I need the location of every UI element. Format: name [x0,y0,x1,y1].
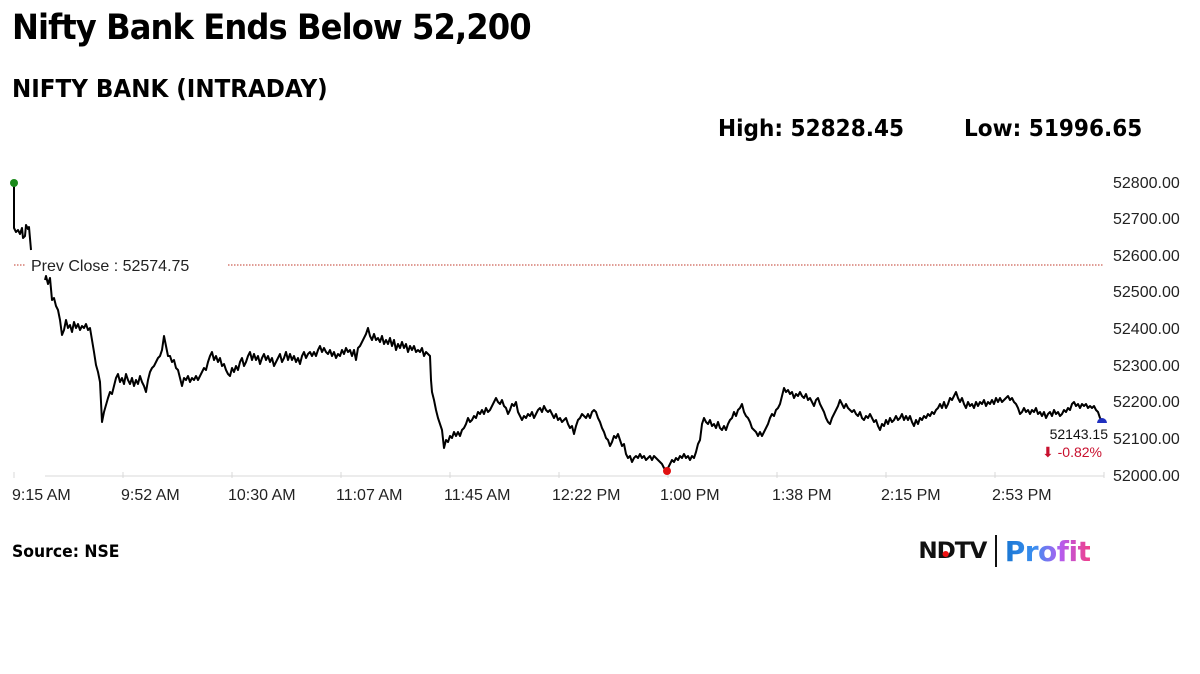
change-percent-label: ⬇ -0.82% [1042,444,1102,460]
day-high-label: High: 52828.45 [718,116,905,142]
y-tick-label: 52500.00 [1113,284,1180,301]
x-tick-label: 9:52 AM [121,487,180,500]
source-label: Source: NSE [12,542,120,562]
ndtv-wordmark: NDTV [918,538,987,564]
profit-wordmark: Profit [1004,534,1091,568]
y-tick-label: 52000.00 [1113,468,1180,485]
x-axis-labels: 9:15 AM 9:52 AM 10:30 AM 11:07 AM 11:45 … [12,487,1052,500]
price-line [44,275,1103,471]
logo-divider [994,535,997,567]
y-tick-label: 52700.00 [1113,211,1180,228]
x-tick-label: 1:38 PM [772,487,832,500]
y-tick-label: 52800.00 [1113,175,1180,192]
x-tick-label: 12:22 PM [552,487,620,500]
x-tick-label: 11:07 AM [336,487,402,500]
chart-subtitle: NIFTY BANK (INTRADAY) [12,74,328,103]
x-axis-ticks [13,472,1105,478]
x-tick-label: 1:00 PM [660,487,720,500]
low-marker-icon [663,467,671,475]
prev-close-label: Prev Close : 52574.75 [31,258,189,275]
y-tick-label: 52400.00 [1113,321,1180,338]
day-low-label: Low: 51996.65 [964,116,1143,142]
x-tick-label: 2:15 PM [881,487,941,500]
y-tick-label: 52600.00 [1113,248,1180,265]
x-tick-label: 10:30 AM [228,487,296,500]
last-value-label: 52143.15 [1050,426,1109,442]
y-axis-labels: 52800.00 52700.00 52600.00 52500.00 5240… [1113,175,1180,485]
high-marker-icon [10,179,18,187]
ndtv-logo-text: NDTV [918,538,987,564]
ndtv-profit-logo: NDTV Profit [918,533,1091,569]
x-tick-label: 9:15 AM [12,487,71,500]
page-title: Nifty Bank Ends Below 52,200 [12,8,532,48]
intraday-line-chart: Prev Close : 52574.75 52143.15 ⬇ -0.82% … [10,175,1180,500]
x-tick-label: 2:53 PM [992,487,1052,500]
y-tick-label: 52300.00 [1113,358,1180,375]
last-marker-icon [1097,418,1107,423]
x-tick-label: 11:45 AM [444,487,510,500]
logo-red-dot-icon [942,550,949,557]
y-tick-label: 52100.00 [1113,431,1180,448]
price-line [13,183,32,251]
y-tick-label: 52200.00 [1113,394,1180,411]
